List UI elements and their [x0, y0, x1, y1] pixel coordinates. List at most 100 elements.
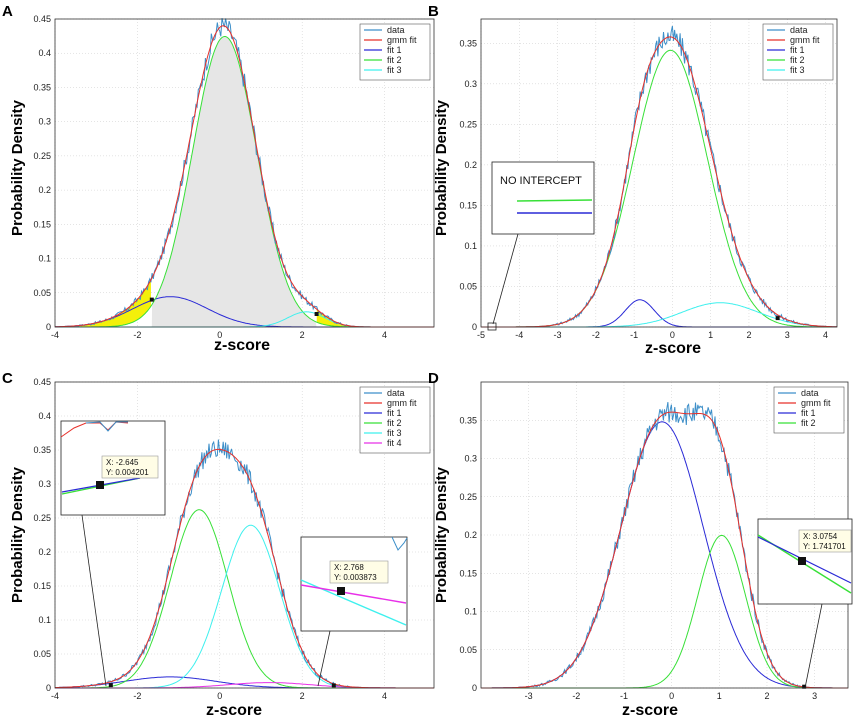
y-tick-label: 0.35: [33, 445, 51, 455]
datatip-right-y: Y: 0.003873: [334, 573, 377, 582]
legend-entry: fit 2: [790, 55, 805, 65]
legend-entry: fit 3: [387, 65, 402, 75]
y-tick-label: 0.15: [459, 200, 477, 210]
datatip-d: [798, 529, 852, 553]
zoom-box-b: [487, 322, 497, 331]
x-tick-label: 4: [823, 330, 828, 340]
legend-entry: fit 2: [387, 55, 402, 65]
tail-right: [316, 309, 368, 327]
x-tick-label: -1: [620, 691, 628, 701]
x-axis-label-c: z-score: [206, 702, 262, 719]
x-tick-label: 2: [764, 691, 769, 701]
datatip-marker-left: [96, 481, 104, 489]
panel-label-c: C: [2, 370, 13, 387]
x-tick-label: -4: [51, 330, 59, 340]
y-tick-label: 0.25: [459, 119, 477, 129]
y-tick-label: 0.2: [464, 530, 477, 540]
datatip-left-y: Y: 0.004201: [106, 468, 149, 477]
x-tick-label: -2: [133, 330, 141, 340]
legend-entry: data: [801, 388, 819, 398]
legend-entry: gmm fit: [387, 398, 417, 408]
y-tick-label: 0.45: [33, 377, 51, 387]
inset-right-data: [391, 536, 408, 551]
y-tick-label: 0: [46, 322, 51, 332]
x-tick-label: -4: [51, 691, 59, 701]
x-tick-label: 2: [300, 691, 305, 701]
datatip-right: [329, 560, 389, 584]
intersection-point: [149, 297, 154, 302]
datatip-d-x: X: 3.0754: [803, 532, 838, 541]
y-tick-label: 0.3: [464, 79, 477, 89]
y-tick-label: 0.35: [33, 82, 51, 92]
inset-right-connector: [317, 630, 331, 687]
y-tick-label: 0.3: [38, 117, 51, 127]
y-tick-label: 0.1: [38, 254, 51, 264]
x-tick-label: -4: [515, 330, 523, 340]
x-tick-label: 1: [717, 691, 722, 701]
legend-a: [359, 23, 431, 81]
y-tick-label: 0.15: [33, 581, 51, 591]
y-tick-label: 0.35: [459, 38, 477, 48]
y-tick-label: 0.35: [459, 415, 477, 425]
y-tick-label: 0: [472, 322, 477, 332]
legend-entry: fit 1: [801, 408, 816, 418]
x-tick-label: 0: [670, 330, 675, 340]
y-tick-label: 0.45: [33, 14, 51, 24]
x-axis-label-d: z-score: [622, 702, 678, 719]
datatip-right-x: X: 2.768: [334, 563, 364, 572]
inset-connector-b: [492, 233, 519, 325]
legend-b: [762, 23, 834, 81]
y-tick-label: 0.2: [38, 547, 51, 557]
x-axis-label-a: z-score: [214, 337, 270, 354]
legend-entry: fit 1: [790, 45, 805, 55]
legend-entry: data: [387, 388, 405, 398]
legend-entry: gmm fit: [387, 35, 417, 45]
legend-entry: data: [790, 25, 808, 35]
legend-entry: fit 3: [790, 65, 805, 75]
legend-entry: gmm fit: [801, 398, 831, 408]
x-tick-label: 2: [300, 330, 305, 340]
y-tick-label: 0.15: [459, 568, 477, 578]
y-tick-label: 0.05: [33, 288, 51, 298]
panel-label-d: D: [428, 370, 439, 387]
y-tick-label: 0.05: [33, 649, 51, 659]
intersection-point: [314, 311, 319, 316]
intersection-point: [775, 316, 780, 321]
x-tick-label: 0: [217, 691, 222, 701]
x-tick-label: 0: [669, 691, 674, 701]
y-tick-label: 0.1: [464, 241, 477, 251]
legend-entry: fit 2: [801, 418, 816, 428]
panel-d: D -3 -2 -1 0 1 2 3 0 0.05 0.1 0.15 0.2 0.25 0.3 0.35 da…: [428, 370, 853, 719]
legend-c: [359, 386, 431, 454]
x-tick-label: 4: [382, 330, 387, 340]
panel-label-a: A: [2, 3, 13, 20]
y-tick-label: 0.25: [33, 151, 51, 161]
legend-d: [773, 386, 845, 434]
y-tick-label: 0.1: [464, 607, 477, 617]
panel-a: A -4 -2 0 2 4 0 0.05 0.1 0.15 0.2 0.25 0.3 0.35 0.4 0.…: [2, 3, 435, 354]
x-axis-label-b: z-score: [645, 340, 701, 357]
x-tick-label: -2: [133, 691, 141, 701]
inset-d-connector: [804, 603, 823, 689]
inset-fit2-line: [516, 199, 593, 202]
y-tick-label: 0.4: [38, 48, 51, 58]
y-tick-label: 0.25: [33, 513, 51, 523]
x-tick-label: -3: [525, 691, 533, 701]
y-axis-label-c: Probability Density: [9, 466, 26, 603]
tail-left: [76, 279, 151, 327]
datatip-d-y: Y: 1.741701: [803, 542, 846, 551]
datatip-left: [101, 455, 159, 479]
datatip-marker-right: [337, 587, 345, 595]
x-tick-label: -2: [572, 691, 580, 701]
y-tick-label: 0.1: [38, 615, 51, 625]
legend-entry: gmm fit: [790, 35, 820, 45]
y-tick-label: 0: [46, 683, 51, 693]
inset-left-connector: [81, 514, 107, 687]
y-tick-label: 0.15: [33, 219, 51, 229]
y-axis-label-d: Probability Density: [433, 466, 450, 603]
y-tick-label: 0.4: [38, 411, 51, 421]
x-tick-label: -1: [630, 330, 638, 340]
datatip-left-x: X: -2.645: [106, 458, 139, 467]
x-tick-label: -3: [554, 330, 562, 340]
